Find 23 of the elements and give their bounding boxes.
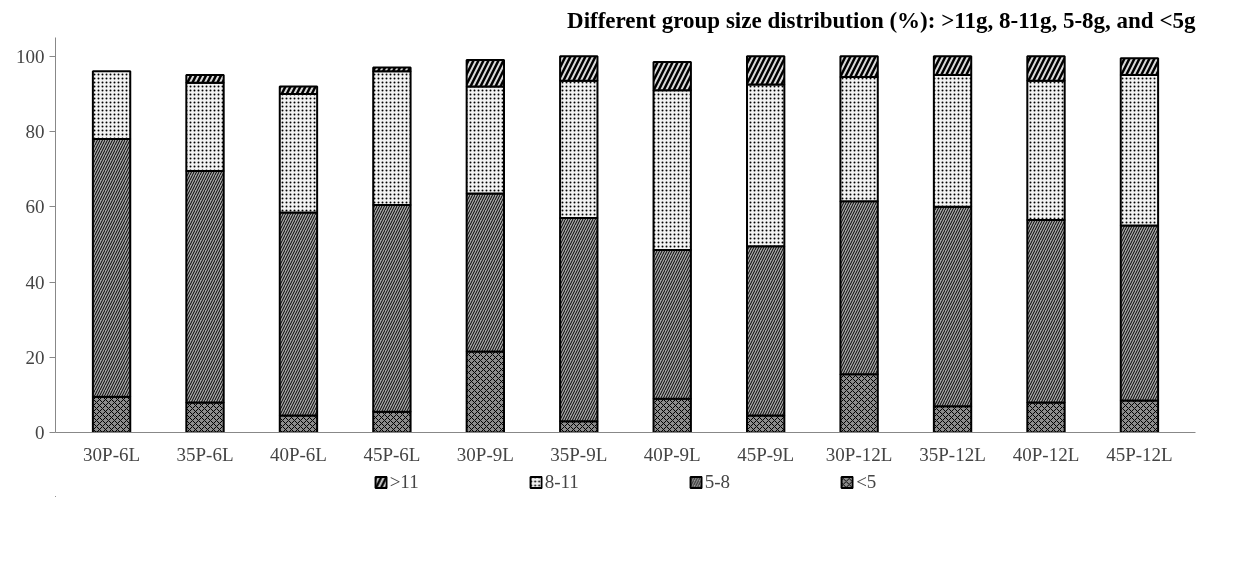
y-tick-label: 60 xyxy=(25,196,45,218)
x-tick-label: 40P-12L xyxy=(1012,443,1080,465)
chart-title: Different group size distribution (%): >11g, 8-11g, 5-8g, and <5g xyxy=(567,7,1196,33)
x-tick-label: 35P-12L xyxy=(919,443,986,465)
y-tick-label: 40 xyxy=(25,271,45,293)
y-tick-label: 0 xyxy=(35,422,45,443)
x-tick-label: 40P-9L xyxy=(643,443,701,465)
legend-label: <5 xyxy=(856,471,877,493)
y-tick-label: 100 xyxy=(16,45,45,67)
y-tick-label: 80 xyxy=(25,121,45,143)
x-tick-label: 30P-9L xyxy=(456,443,514,465)
x-tick-label: 45P-9L xyxy=(737,443,795,465)
x-tick-label: 40P-6L xyxy=(269,443,327,465)
x-tick-label: 35P-9L xyxy=(550,443,608,465)
x-tick-label: 45P-12L xyxy=(1106,443,1173,465)
legend-label: 8-11 xyxy=(544,471,579,493)
x-tick-label: 30P-12L xyxy=(825,443,893,465)
legend-label: 5-8 xyxy=(704,471,731,493)
x-tick-label: 45P-6L xyxy=(363,443,421,465)
x-tick-label: 35P-6L xyxy=(176,443,234,465)
legend-label: >11 xyxy=(389,471,419,493)
x-tick-label: 30P-6L xyxy=(83,443,141,465)
y-tick-label: 20 xyxy=(25,346,45,368)
